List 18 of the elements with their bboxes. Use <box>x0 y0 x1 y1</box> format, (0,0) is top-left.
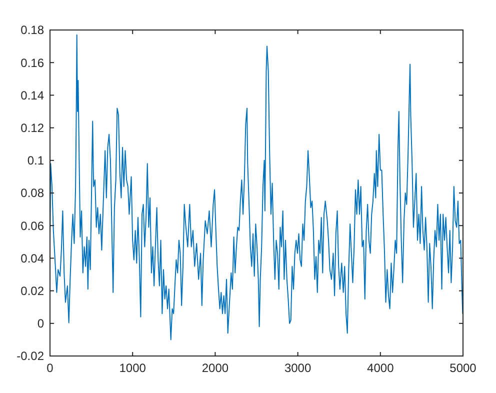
y-tick-label: 0.02 <box>20 284 44 298</box>
x-tick-label: 5000 <box>450 361 477 375</box>
y-tick-label: 0.14 <box>20 88 44 102</box>
y-tick-label: 0.1 <box>27 154 44 168</box>
y-tick-label: 0.08 <box>20 186 44 200</box>
y-tick-label: 0.16 <box>20 56 44 70</box>
x-tick-label: 4000 <box>367 361 394 375</box>
x-tick-label: 3000 <box>284 361 312 375</box>
x-tick-label: 2000 <box>202 361 229 375</box>
line-series <box>50 34 463 340</box>
y-tick-label: 0.12 <box>20 121 44 135</box>
x-tick-label: 0 <box>46 361 54 375</box>
y-tick-label: 0 <box>37 316 44 331</box>
y-tick-label: 0.04 <box>20 251 44 266</box>
y-tick-label: -0.02 <box>16 349 44 364</box>
y-tick-label: 0.06 <box>20 218 44 233</box>
y-tick-label: 0.18 <box>20 23 44 38</box>
x-tick-label: 1000 <box>119 361 146 375</box>
